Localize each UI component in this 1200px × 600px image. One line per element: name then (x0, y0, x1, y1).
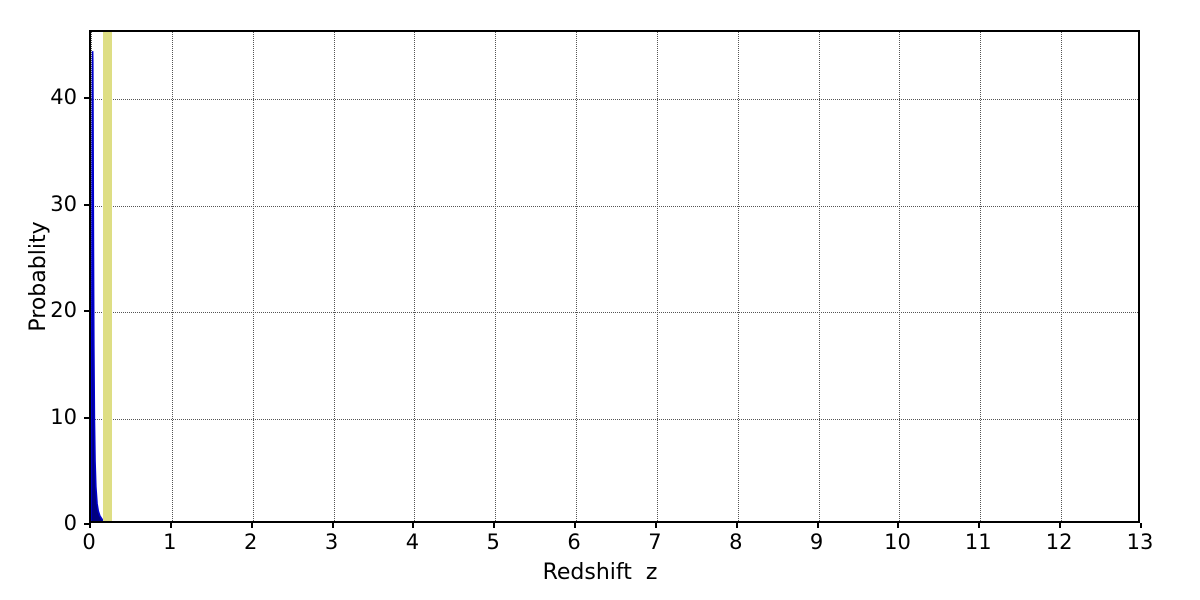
y-axis-label: Probablity (26, 221, 51, 332)
pdf-curve-svg (91, 51, 106, 521)
gridline-vertical (737, 32, 739, 521)
x-tick-label: 4 (405, 530, 420, 554)
y-tick-mark (84, 523, 89, 525)
pdf-curve (91, 51, 106, 521)
x-tick-mark (412, 523, 415, 528)
x-tick-mark (897, 523, 900, 528)
plot-inner (91, 32, 1138, 521)
gridline-horizontal (91, 205, 1138, 207)
plot-area (89, 30, 1140, 523)
gridline-vertical (414, 32, 416, 521)
x-tick-mark (250, 523, 253, 528)
gridline-horizontal (91, 99, 1138, 101)
gridline-vertical (980, 32, 982, 521)
gridline-vertical (818, 32, 820, 521)
gridline-vertical (333, 32, 335, 521)
x-tick-label: 3 (324, 530, 339, 554)
gridline-vertical (252, 32, 254, 521)
x-tick-label: 12 (1045, 530, 1073, 554)
x-tick-mark (1140, 523, 1142, 528)
y-tick-label: 20 (50, 298, 77, 323)
x-tick-label: 10 (884, 530, 911, 554)
y-tick-label: 0 (63, 511, 77, 535)
x-tick-mark (1059, 523, 1062, 528)
x-tick-mark (331, 523, 334, 528)
x-tick-label: 6 (567, 530, 581, 554)
x-tick-label: 1 (163, 530, 177, 554)
x-axis-label: Redshift z (542, 560, 658, 585)
x-tick-label: 5 (486, 530, 500, 554)
x-tick-label: 8 (729, 530, 743, 554)
x-tick-label: 13 (1126, 530, 1154, 554)
x-tick-mark (816, 523, 819, 528)
gridline-vertical (899, 32, 901, 521)
y-tick-mark (84, 203, 89, 206)
gridline-vertical (656, 32, 658, 521)
y-tick-mark (84, 310, 89, 313)
y-tick-label: 40 (50, 85, 77, 110)
redshift-band (102, 32, 113, 521)
y-tick-mark (84, 97, 89, 100)
y-tick-mark (84, 416, 89, 419)
gridline-vertical (576, 32, 578, 521)
gridline-horizontal (91, 312, 1138, 314)
x-tick-label: 11 (964, 530, 992, 554)
x-tick-mark (89, 523, 91, 528)
y-tick-label: 10 (50, 404, 77, 429)
x-tick-mark (654, 523, 657, 528)
x-tick-label: 2 (244, 530, 258, 554)
x-tick-mark (735, 523, 738, 528)
x-tick-label: 0 (82, 530, 96, 554)
x-tick-mark (169, 523, 172, 528)
x-tick-mark (493, 523, 496, 528)
gridline-vertical (171, 32, 173, 521)
gridline-vertical (1061, 32, 1063, 521)
x-tick-mark (978, 523, 981, 528)
y-tick-label: 30 (50, 191, 77, 216)
x-tick-mark (574, 523, 577, 528)
gridline-horizontal (91, 418, 1138, 420)
gridline-vertical (495, 32, 497, 521)
x-tick-label: 7 (648, 530, 662, 554)
x-tick-label: 9 (809, 530, 824, 554)
